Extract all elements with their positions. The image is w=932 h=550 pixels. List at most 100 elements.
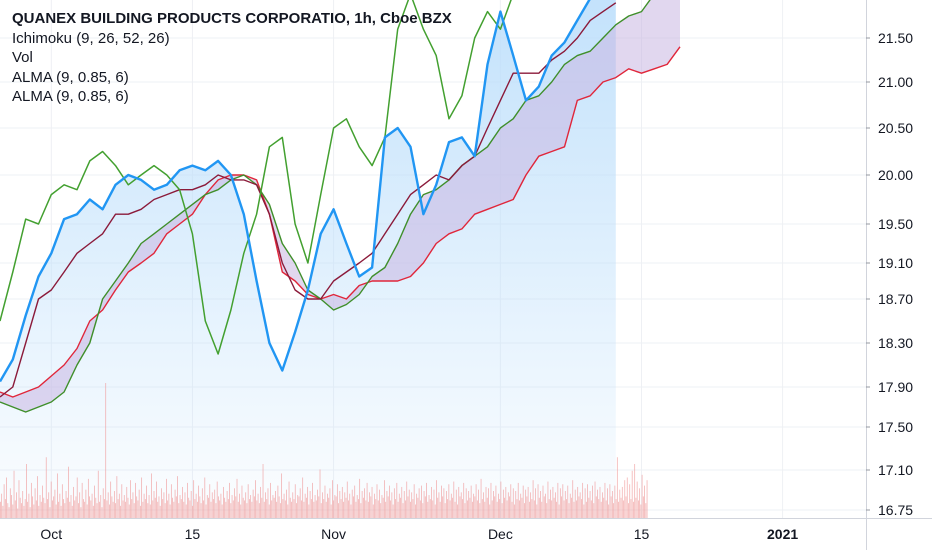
volume-bar (265, 492, 266, 518)
volume-bar (540, 491, 541, 518)
volume-bar (628, 503, 629, 518)
volume-bar (45, 457, 47, 518)
volume-bar (53, 496, 55, 518)
volume-bar (550, 489, 551, 518)
volume-bar (577, 486, 579, 518)
volume-bar (121, 484, 123, 518)
volume-bar (329, 488, 331, 518)
volume-bar (464, 503, 466, 518)
legend-volume[interactable]: Vol (12, 49, 33, 66)
volume-bar (133, 503, 135, 518)
volume-bar (324, 485, 326, 518)
volume-bar (333, 500, 335, 518)
volume-bar (172, 497, 173, 518)
series-line-span_b (0, 46, 681, 398)
volume-bar (621, 486, 623, 518)
legend-alma-1[interactable]: ALMA (9, 0.85, 6) (12, 68, 129, 86)
volume-bar (392, 504, 394, 518)
volume-bar (395, 499, 396, 518)
volume-bar (332, 480, 333, 518)
volume-bar (142, 501, 144, 518)
volume-bar (52, 500, 53, 518)
volume-bar (397, 501, 399, 518)
volume-bar (199, 496, 201, 518)
volume-bar (258, 503, 260, 518)
volume-bar (261, 497, 263, 518)
y-tick-label: 17.90 (878, 379, 913, 395)
volume-bar (348, 500, 349, 518)
volume-bar (571, 497, 572, 518)
volume-bar (104, 499, 105, 518)
volume-bar (143, 493, 145, 518)
volume-bar (415, 504, 416, 518)
volume-bar (292, 492, 294, 518)
volume-bar (43, 497, 45, 518)
volume-bar (42, 485, 43, 518)
volume-bar (351, 489, 353, 518)
volume-bar (64, 503, 66, 518)
volume-bar (16, 492, 17, 518)
volume-bar (528, 501, 530, 518)
volume-bar (19, 497, 21, 518)
volume-bar (192, 505, 193, 518)
volume-bar (512, 488, 514, 518)
legend-title[interactable]: QUANEX BUILDING PRODUCTS CORPORATIO, 1h,… (12, 10, 452, 27)
volume-bar (201, 488, 203, 518)
volume-bar (362, 497, 364, 518)
volume-bar (323, 499, 325, 518)
volume-bar (50, 481, 52, 518)
volume-bar (126, 486, 128, 518)
volume-bar (548, 499, 550, 518)
volume-bar (338, 503, 339, 518)
volume-bar (28, 493, 30, 518)
volume-bar (635, 497, 637, 518)
volume-bar (474, 496, 476, 518)
volume-bar (309, 491, 311, 518)
volume-bar (109, 504, 110, 518)
volume-bar (56, 473, 58, 518)
legend-alma-2[interactable]: ALMA (9, 0.85, 6) (12, 88, 129, 105)
price-area (0, 0, 616, 518)
volume-bar (240, 504, 242, 518)
volume-bar (615, 499, 617, 518)
volume-bar (507, 492, 509, 518)
volume-bar (463, 482, 465, 518)
volume-bar (81, 482, 83, 518)
volume-bar (173, 501, 175, 518)
volume-bar (40, 501, 42, 518)
volume-bar (579, 492, 581, 518)
volume-bar (386, 491, 388, 518)
legend-ichimoku[interactable]: Ichimoku (9, 26, 52, 26) (12, 29, 170, 47)
volume-bar (37, 476, 38, 518)
volume-bar (515, 491, 517, 518)
volume-bar (105, 383, 107, 518)
volume-bar (118, 493, 120, 518)
volume-bar (595, 496, 597, 518)
volume-bar (68, 466, 69, 518)
series-line-lagging_span (0, 0, 512, 355)
chart-legend: QUANEX BUILDING PRODUCTS CORPORATIO, 1h,… (12, 9, 452, 107)
volume-bar (522, 485, 524, 518)
volume-bar (361, 491, 363, 518)
volume-bar (410, 501, 411, 518)
volume-bar (572, 480, 574, 518)
volume-bar (457, 504, 458, 518)
volume-bar (291, 501, 292, 518)
volume-bar (429, 499, 431, 518)
volume-bar (144, 499, 146, 518)
volume-bar (230, 503, 232, 518)
volume-bar (2, 505, 4, 518)
volume-bar (453, 481, 455, 518)
volume-bar (563, 500, 565, 518)
volume-bar (402, 503, 404, 518)
x-tick-label: Oct (40, 526, 62, 542)
volume-bar (195, 493, 197, 518)
volume-bar (349, 493, 351, 518)
volume-bar (204, 477, 206, 518)
volume-bar (588, 497, 590, 518)
volume-bar (71, 505, 73, 518)
volume-bar (315, 500, 317, 518)
volume-bar (49, 507, 51, 518)
y-tick-label: 19.50 (878, 216, 913, 232)
